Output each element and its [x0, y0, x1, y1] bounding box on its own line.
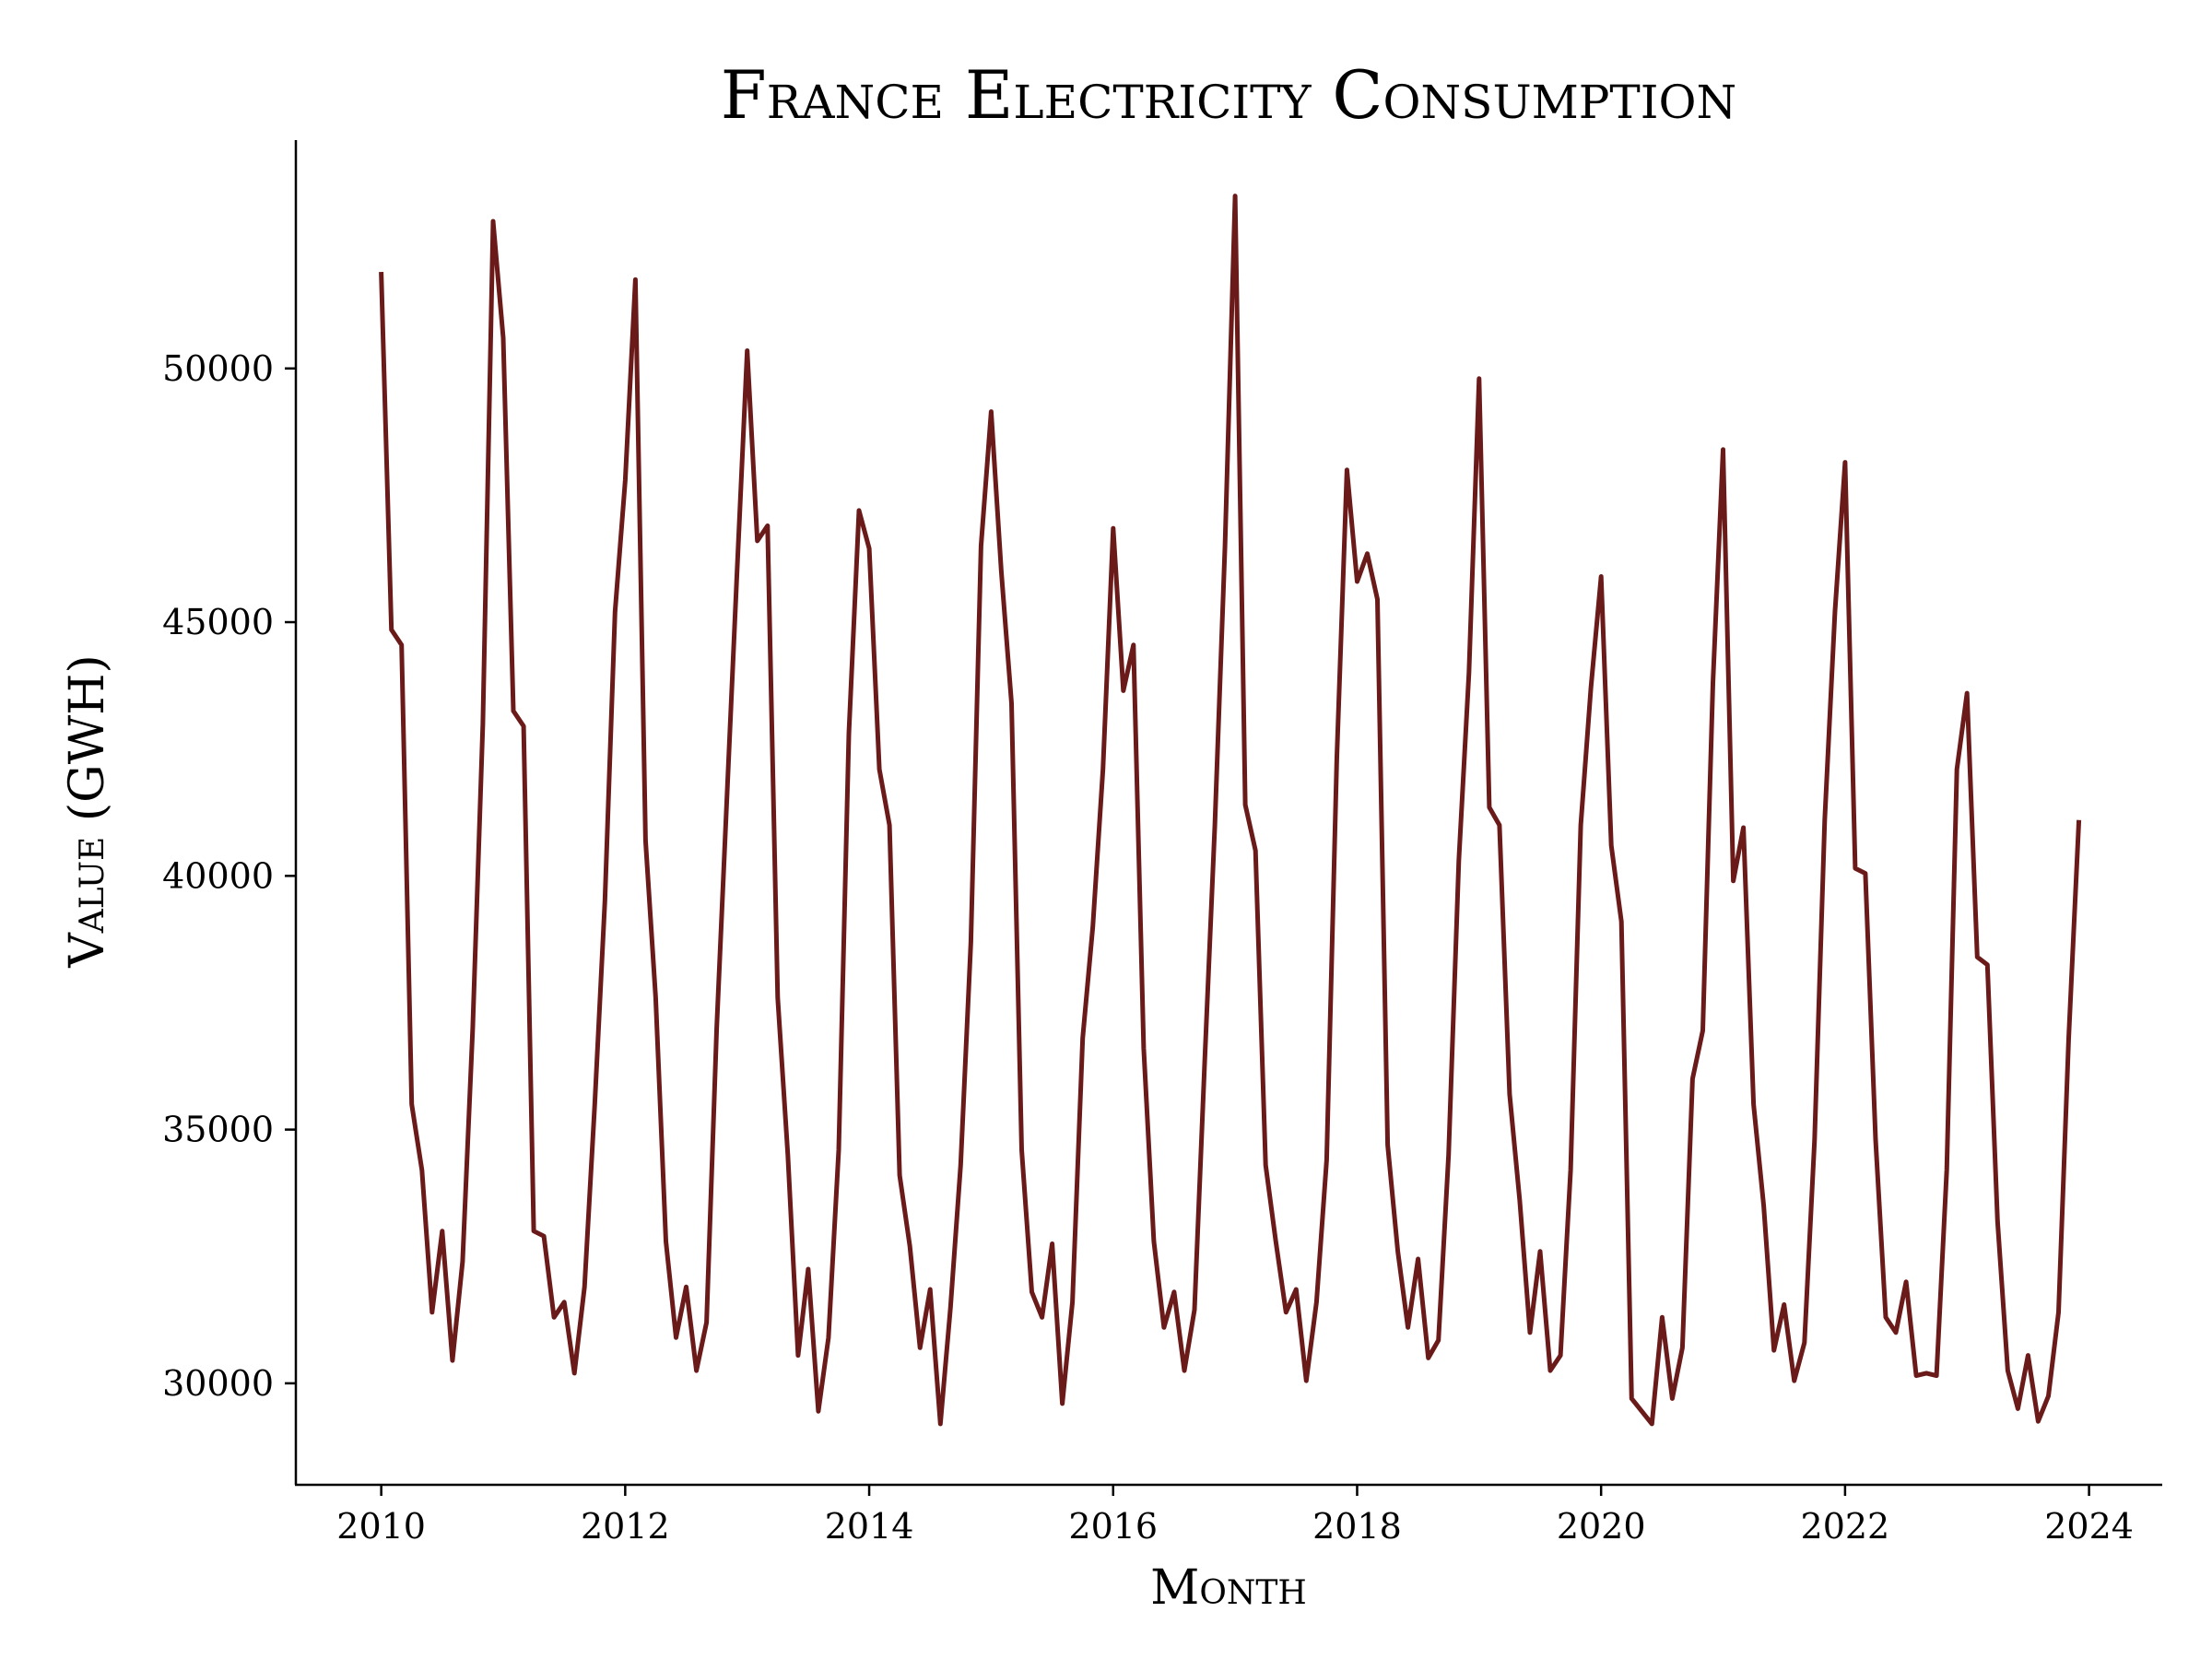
- x-axis-label: Month: [1150, 1560, 1307, 1616]
- y-tick-label: 40000: [162, 855, 274, 896]
- x-tick-label: 2022: [1801, 1506, 1890, 1547]
- x-axis-ticks: 2010 2012 2014 2016 2018 2020 2022 2024: [336, 1485, 2134, 1547]
- x-tick-label: 2020: [1557, 1506, 1646, 1547]
- x-tick-label: 2016: [1068, 1506, 1158, 1547]
- y-axis-ticks: 30000 35000 40000 45000 50000: [162, 348, 296, 1404]
- x-tick-label: 2014: [825, 1506, 914, 1547]
- plot-area: [379, 194, 2082, 1427]
- y-axis-label: Value (GWH): [60, 654, 115, 969]
- x-tick-label: 2012: [581, 1506, 670, 1547]
- x-tick-label: 2010: [336, 1506, 426, 1547]
- x-tick-label: 2018: [1312, 1506, 1402, 1547]
- x-tick-label: 2024: [2044, 1506, 2134, 1547]
- series-line-0: [379, 194, 2082, 1427]
- y-tick-label: 30000: [162, 1363, 274, 1404]
- y-tick-label: 35000: [162, 1110, 274, 1150]
- y-tick-label: 45000: [162, 602, 274, 642]
- chart-title: France Electricity Consumption: [721, 56, 1737, 134]
- y-tick-label: 50000: [162, 348, 274, 389]
